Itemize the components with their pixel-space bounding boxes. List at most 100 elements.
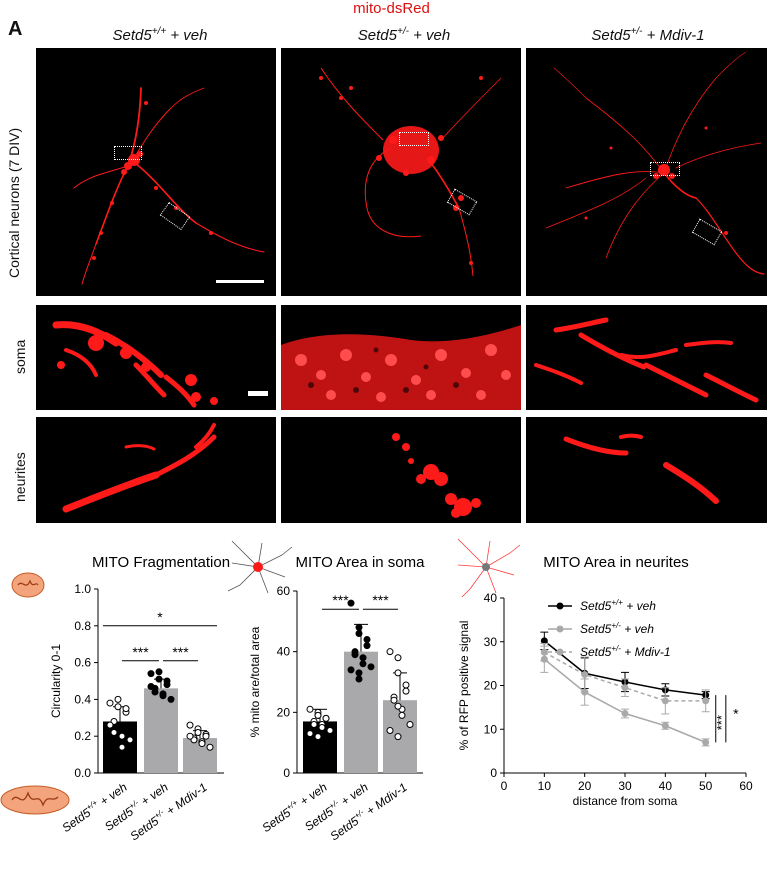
- column-title-wt-veh: Setd5+/+ + veh: [112, 26, 208, 44]
- chart-title: MITO Area in soma: [296, 554, 426, 571]
- neurites-mdiv-image: [563, 433, 719, 504]
- micrograph-soma-het: [281, 305, 521, 410]
- y-tick-label: 20: [484, 679, 498, 693]
- data-point: [106, 699, 114, 707]
- significance-label: ***: [714, 715, 729, 730]
- data-point: [355, 669, 363, 677]
- y-tick-label: 0: [283, 766, 290, 780]
- data-point: [163, 681, 171, 689]
- data-point: [155, 668, 163, 676]
- data-point: [194, 729, 202, 737]
- data-point: [702, 738, 710, 746]
- column-title-het-mdiv: Setd5+/- + Mdiv-1: [591, 26, 705, 44]
- y-tick-label: 60: [277, 584, 291, 598]
- micrograph-soma-mdiv: [526, 305, 767, 410]
- y-axis-label: % mito are/total area: [248, 626, 262, 737]
- legend-marker: [556, 625, 564, 633]
- data-point: [363, 636, 371, 644]
- data-point: [394, 669, 402, 677]
- data-point: [198, 740, 206, 748]
- x-tick-label: 50: [699, 779, 713, 793]
- y-tick-label: 0.0: [74, 766, 91, 780]
- data-point: [306, 730, 314, 738]
- data-point: [202, 732, 210, 740]
- chart-title: MITO Area in neurites: [543, 554, 689, 571]
- neuron-neurite-icon: [457, 538, 521, 598]
- data-point: [155, 675, 163, 683]
- data-point: [398, 711, 406, 719]
- data-point: [159, 692, 167, 700]
- y-tick-label: 0.2: [74, 729, 91, 743]
- micrograph-overview-mdiv: [526, 48, 767, 296]
- data-point: [406, 720, 414, 728]
- neurites-wt-image: [62, 423, 217, 513]
- x-tick-label: 40: [659, 779, 673, 793]
- data-point: [106, 721, 114, 729]
- micrograph-overview-het: [281, 48, 521, 296]
- data-point: [314, 733, 322, 741]
- chart-title: MITO Fragmentation: [92, 554, 230, 571]
- data-point: [306, 705, 314, 713]
- data-point: [314, 711, 322, 719]
- row-label-soma: soma: [12, 339, 28, 374]
- panel-letter: A: [8, 18, 23, 40]
- series-line: [543, 651, 706, 702]
- data-point: [394, 733, 402, 741]
- data-point: [114, 703, 122, 711]
- neuron-soma-icon: [227, 540, 293, 594]
- data-point: [394, 702, 402, 710]
- roi-box-soma-wt: [114, 146, 142, 160]
- significance-label: ***: [372, 592, 389, 608]
- data-point: [367, 663, 375, 671]
- data-point: [326, 727, 334, 735]
- data-point: [661, 697, 669, 705]
- data-point: [322, 714, 330, 722]
- soma-het-image: [281, 325, 521, 410]
- data-point: [151, 688, 159, 696]
- data-point: [402, 681, 410, 689]
- data-point: [359, 654, 367, 662]
- data-point: [122, 705, 130, 713]
- legend-marker: [556, 602, 564, 610]
- legend-entry: Setd5+/- + veh: [580, 621, 654, 636]
- data-point: [351, 651, 359, 659]
- data-point: [347, 599, 355, 607]
- data-point: [390, 696, 398, 704]
- micrograph-soma-wt: [36, 305, 276, 410]
- y-tick-label: 10: [484, 722, 498, 736]
- mitochondria-round-icon: [11, 572, 45, 598]
- scale-bar-zoom: [248, 391, 268, 396]
- y-axis-label: Circularity 0-1: [49, 644, 63, 718]
- y-tick-label: 0.6: [74, 656, 91, 670]
- soma-mdiv-image: [534, 317, 759, 403]
- data-point: [206, 743, 214, 751]
- y-tick-label: 1.0: [74, 582, 91, 596]
- data-point: [702, 697, 710, 705]
- x-tick-label: 0: [501, 779, 508, 793]
- data-point: [363, 642, 371, 650]
- data-point: [386, 727, 394, 735]
- micrograph-neurites-wt: [36, 417, 276, 523]
- soma-wt-image: [52, 321, 218, 408]
- data-point: [114, 695, 122, 703]
- significance-label: ***: [332, 592, 349, 608]
- data-point: [186, 732, 194, 740]
- x-tick-label: 60: [739, 779, 753, 793]
- micrograph-neurites-mdiv: [526, 417, 767, 523]
- legend-marker: [556, 648, 564, 656]
- data-point: [347, 666, 355, 674]
- data-point: [126, 736, 134, 744]
- chart-mito-area-soma: MITO Area in soma 0 20 40 60 % mito are/total…: [248, 554, 425, 843]
- data-point: [355, 629, 363, 637]
- significance-label: *: [157, 609, 163, 625]
- data-point: [167, 695, 175, 703]
- y-tick-label: 40: [484, 591, 498, 605]
- data-point: [394, 654, 402, 662]
- mitochondria-elongated-icon: [0, 785, 70, 815]
- significance-label: ***: [172, 644, 189, 660]
- significance-label: ***: [132, 644, 149, 660]
- y-tick-label: 0.8: [74, 619, 91, 633]
- data-point: [118, 732, 126, 740]
- neuron-overview-wt-image: [73, 87, 265, 285]
- y-tick-label: 30: [484, 635, 498, 649]
